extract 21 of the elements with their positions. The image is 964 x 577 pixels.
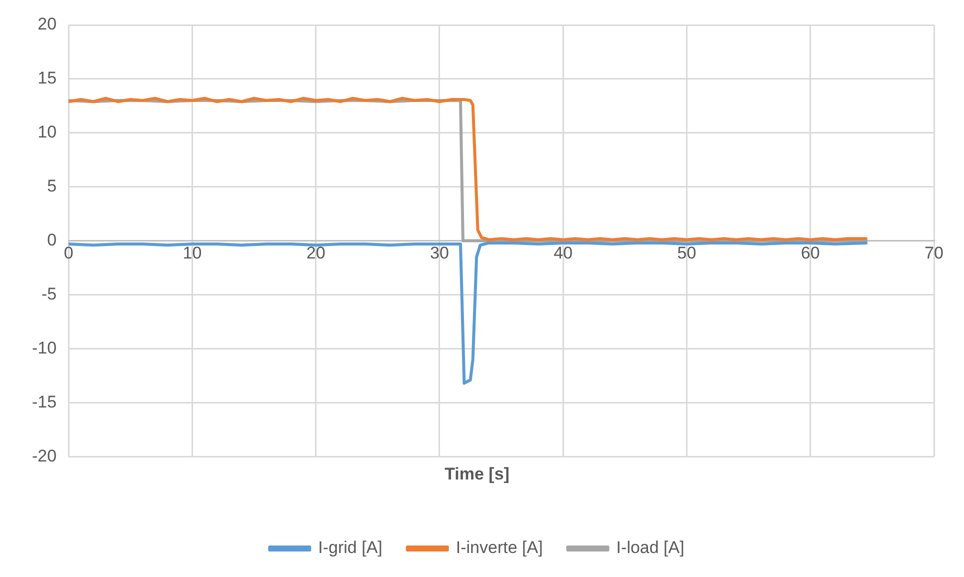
x-tick-label: 0 — [64, 244, 74, 263]
x-tick-label: 30 — [430, 244, 449, 263]
y-tick-label: -15 — [32, 392, 57, 412]
x-tick-label: 20 — [306, 244, 326, 263]
y-tick-label: 20 — [38, 14, 57, 34]
y-tick-label: 15 — [38, 68, 57, 88]
legend-label: I-load [A] — [616, 538, 684, 558]
y-tick-label: 5 — [47, 176, 57, 196]
y-tick-label: 0 — [47, 230, 57, 250]
y-tick-label: -20 — [32, 446, 57, 466]
x-tick-label: 60 — [800, 244, 820, 263]
x-tick-label: 40 — [554, 244, 573, 263]
x-tick-label: 50 — [677, 244, 696, 263]
legend-label: I-inverte [A] — [456, 538, 543, 558]
y-tick-label: 10 — [38, 122, 57, 142]
x-tick-label: 10 — [182, 244, 202, 263]
legend-label: I-grid [A] — [318, 538, 382, 558]
y-tick-label: -5 — [41, 284, 57, 304]
x-tick-label: 70 — [924, 244, 944, 263]
x-axis-title: Time [s] — [444, 464, 510, 484]
y-tick-label: -10 — [32, 338, 57, 358]
